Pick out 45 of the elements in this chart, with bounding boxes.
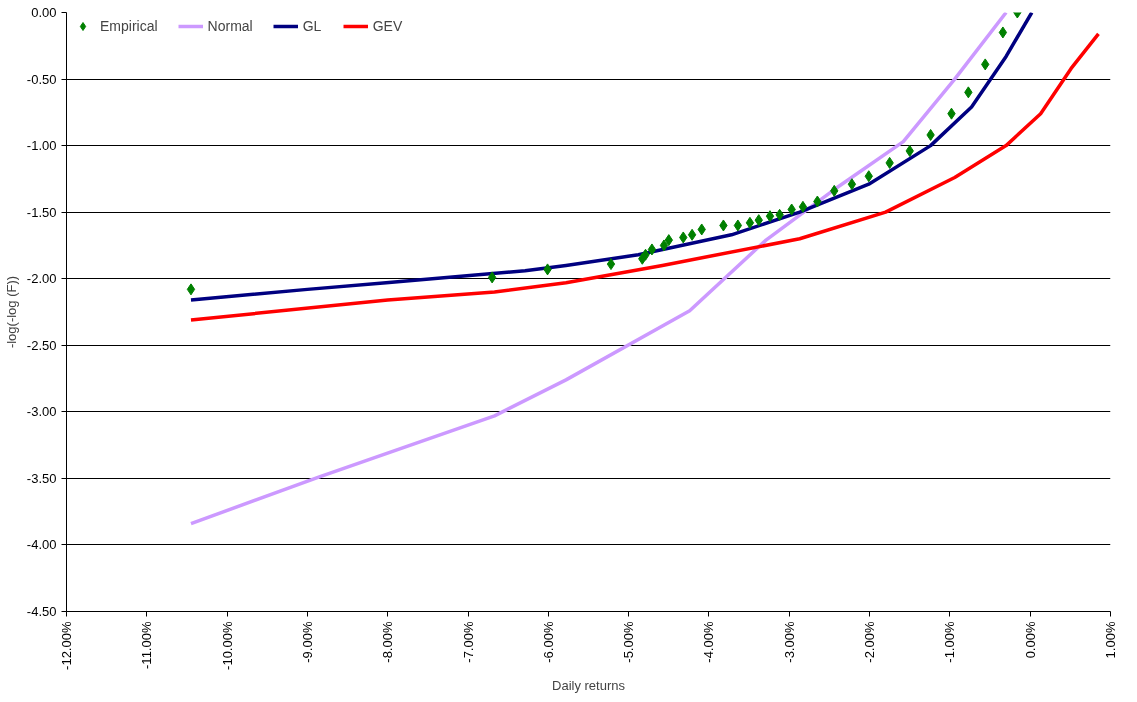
point [647, 243, 657, 256]
point [186, 283, 196, 296]
x-tick-label: -11.00% [139, 621, 155, 669]
legend-label: Normal [207, 18, 253, 34]
y-tick-label: -3.00 [26, 404, 57, 420]
point [687, 228, 697, 241]
x-tick-label: -7.00% [460, 621, 476, 663]
x-axis-title: Daily returns [552, 677, 626, 693]
x-tick-label: -5.00% [621, 621, 637, 663]
line-series [189, 12, 1008, 526]
y-tick-label: -4.50 [26, 604, 57, 619]
y-tick-label: 0.00 [31, 5, 57, 20]
y-axis-title: -log(-log (F)) [3, 275, 19, 349]
legend-label: GL [302, 18, 323, 34]
x-tick-label: -12.00% [59, 621, 74, 670]
x-tick-label: -10.00% [219, 621, 235, 670]
point [798, 200, 808, 213]
y-tick-label: -2.00 [26, 271, 57, 287]
point [606, 258, 616, 271]
y-tick-label: -0.50 [26, 71, 57, 87]
x-tick-label: -9.00% [299, 621, 315, 663]
x-tick-label: 1.00% [1103, 621, 1118, 659]
x-tick-label: -4.00% [701, 621, 717, 663]
y-tick-label: -4.00 [26, 537, 57, 553]
x-tick-label: -8.00% [380, 621, 396, 663]
point [659, 239, 669, 252]
y-tick-label: -1.00 [26, 138, 57, 154]
line-series [189, 32, 1101, 322]
x-tick-label: 0.00% [1022, 621, 1038, 659]
x-tick-label: -2.00% [862, 621, 878, 663]
point [847, 178, 857, 191]
legend-label: GEV [372, 18, 403, 34]
y-tick-label: -2.50 [26, 337, 57, 353]
x-tick-label: -1.00% [942, 621, 958, 663]
point [745, 216, 755, 229]
y-tick-label: -3.50 [26, 470, 57, 486]
point [733, 219, 743, 232]
point [765, 210, 775, 223]
x-tick-label: -6.00% [540, 621, 556, 663]
legend-label: Empirical [100, 18, 158, 34]
point [998, 26, 1008, 39]
line-series [189, 12, 1034, 302]
point [487, 271, 497, 284]
x-tick-label: -3.00% [781, 621, 797, 663]
y-tick-label: -1.50 [26, 204, 57, 220]
